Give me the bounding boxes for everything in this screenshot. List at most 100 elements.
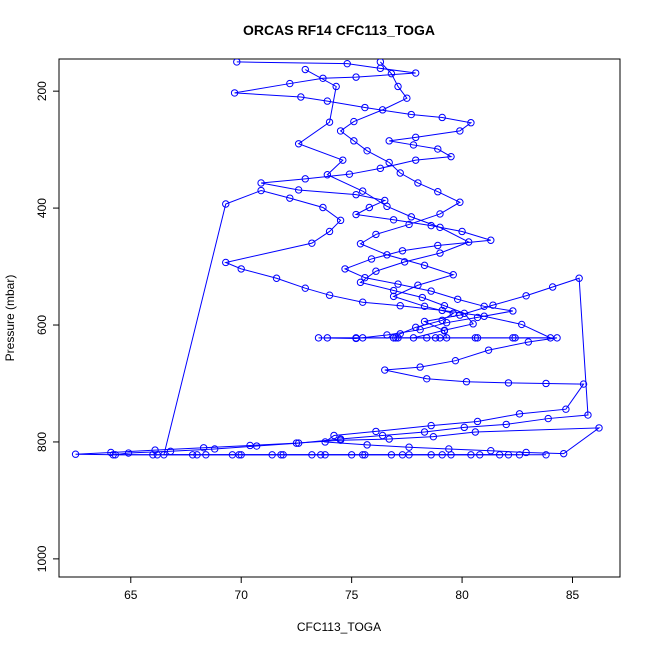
data-point bbox=[405, 443, 413, 451]
data-point bbox=[412, 156, 420, 164]
data-point bbox=[361, 273, 369, 282]
data-point bbox=[396, 302, 404, 310]
data-point bbox=[575, 274, 583, 282]
data-point bbox=[473, 334, 482, 342]
data-point bbox=[416, 363, 424, 371]
data-point bbox=[542, 379, 550, 388]
data-point bbox=[294, 186, 303, 194]
data-point bbox=[584, 411, 592, 419]
data-point bbox=[511, 334, 519, 342]
data-point bbox=[363, 441, 371, 449]
data-point bbox=[559, 449, 568, 458]
data-point bbox=[325, 227, 334, 236]
data-point bbox=[440, 326, 449, 334]
data-point bbox=[107, 448, 115, 457]
data-point bbox=[272, 274, 281, 282]
data-point bbox=[308, 239, 316, 247]
data-point bbox=[237, 451, 245, 459]
data-point bbox=[257, 179, 265, 187]
data-point bbox=[325, 291, 334, 299]
data-point bbox=[294, 140, 303, 148]
y-tick-label: 400 bbox=[35, 198, 49, 218]
data-point bbox=[438, 113, 446, 122]
data-point bbox=[341, 265, 349, 273]
data-point bbox=[405, 451, 413, 459]
data-point bbox=[515, 451, 524, 459]
x-tick-label: 75 bbox=[345, 588, 359, 602]
data-point bbox=[595, 424, 603, 432]
data-point bbox=[385, 137, 393, 145]
data-point bbox=[286, 194, 294, 202]
y-axis: 200 400 600 800 1000 bbox=[35, 81, 60, 572]
data-point bbox=[447, 152, 455, 161]
data-point bbox=[456, 198, 464, 206]
data-point bbox=[383, 251, 391, 259]
data-point bbox=[367, 255, 376, 263]
data-point bbox=[403, 94, 411, 102]
data-point bbox=[509, 307, 517, 315]
data-point bbox=[356, 240, 365, 248]
y-axis-label: Pressure (mbar) bbox=[3, 275, 17, 362]
data-point bbox=[394, 280, 402, 288]
data-point bbox=[420, 261, 429, 270]
data-point bbox=[458, 227, 466, 236]
data-point bbox=[361, 451, 369, 459]
data-point bbox=[469, 320, 477, 328]
data-point bbox=[345, 170, 354, 178]
data-point bbox=[456, 127, 464, 135]
series-line bbox=[163, 69, 551, 456]
data-point bbox=[336, 127, 345, 135]
data-point bbox=[350, 117, 358, 126]
data-point bbox=[389, 216, 398, 224]
data-point bbox=[376, 59, 385, 66]
data-point bbox=[396, 330, 404, 338]
data-point bbox=[321, 438, 329, 446]
data-point bbox=[230, 89, 239, 97]
data-point bbox=[109, 451, 117, 459]
data-point bbox=[389, 286, 398, 295]
data-point bbox=[336, 435, 345, 443]
chart-title: ORCAS RF14 CFC113_TOGA bbox=[243, 22, 435, 38]
data-point bbox=[518, 320, 526, 329]
data-point bbox=[222, 258, 230, 267]
data-point bbox=[294, 439, 303, 447]
data-point bbox=[356, 278, 365, 287]
data-point bbox=[396, 169, 404, 177]
data-point bbox=[286, 79, 294, 88]
data-point bbox=[546, 334, 555, 342]
y-tick-label: 1000 bbox=[35, 545, 49, 572]
data-point bbox=[522, 448, 530, 457]
data-point bbox=[504, 379, 513, 387]
data-point bbox=[297, 93, 305, 101]
data-point bbox=[394, 82, 402, 91]
data-point bbox=[199, 444, 208, 452]
data-point bbox=[440, 302, 449, 310]
data-point bbox=[487, 236, 495, 244]
x-axis-label: CFC113_TOGA bbox=[297, 620, 381, 634]
data-point bbox=[352, 334, 360, 342]
data-point bbox=[252, 442, 261, 450]
data-point bbox=[414, 179, 422, 187]
data-point bbox=[515, 410, 524, 418]
data-point bbox=[400, 258, 409, 266]
data-point bbox=[330, 431, 338, 440]
data-point bbox=[319, 203, 327, 212]
data-point bbox=[438, 306, 446, 315]
data-point bbox=[420, 317, 429, 326]
data-point bbox=[202, 451, 210, 459]
data-point bbox=[436, 223, 444, 232]
data-point bbox=[237, 265, 245, 273]
data-point bbox=[579, 380, 588, 388]
data-point bbox=[211, 445, 219, 453]
data-point bbox=[257, 186, 265, 195]
data-point bbox=[484, 346, 493, 354]
data-point bbox=[427, 287, 435, 295]
data-point bbox=[383, 202, 391, 211]
data-point bbox=[436, 210, 444, 218]
data-point bbox=[412, 133, 420, 142]
data-point bbox=[325, 118, 334, 126]
data-point bbox=[409, 334, 418, 342]
data-point bbox=[151, 446, 159, 454]
data-point bbox=[489, 301, 497, 309]
